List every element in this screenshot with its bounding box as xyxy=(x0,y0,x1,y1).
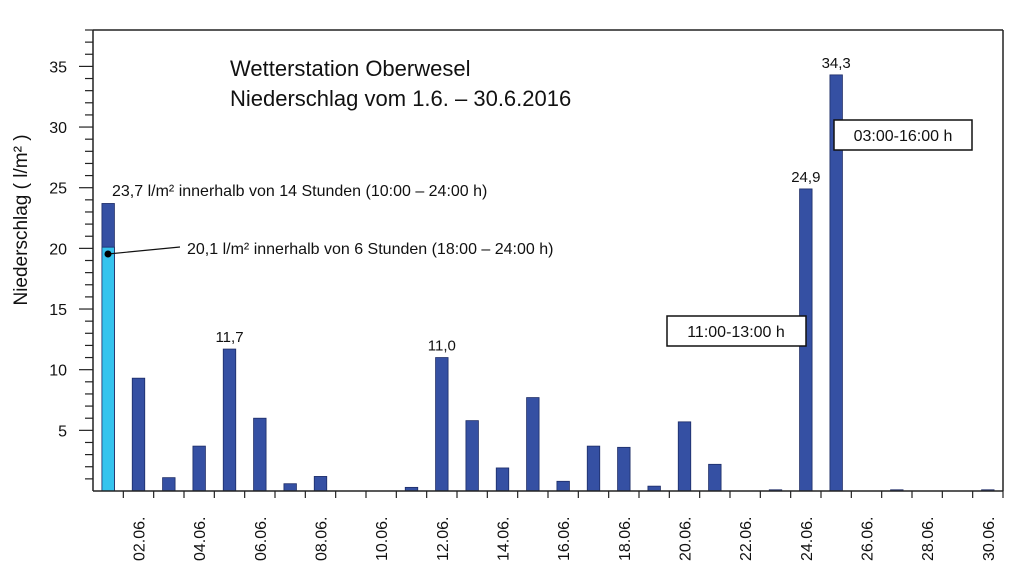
chart-title-line1: Wetterstation Oberwesel xyxy=(230,56,470,81)
y-tick-label: 5 xyxy=(58,423,67,440)
bar-day-7 xyxy=(283,483,297,492)
x-axis: 02.06. 04.06. 06.06. 08.06. 10.06. 12.06. 14.0… xyxy=(93,490,1004,561)
x-tick-label: 20.06. xyxy=(678,517,695,561)
data-label-day-12: 11,0 xyxy=(428,338,456,355)
x-tick-label: 10.06. xyxy=(374,517,391,561)
data-label-day-5: 11,7 xyxy=(215,329,243,346)
x-tick-label: 24.06. xyxy=(799,517,816,561)
x-tick-label: 14.06. xyxy=(496,517,513,561)
y-tick-label: 25 xyxy=(49,181,67,198)
bar-day-13 xyxy=(465,420,479,492)
x-tick-label: 26.06. xyxy=(860,517,877,561)
chart-title-line2: Niederschlag vom 1.6. – 30.6.2016 xyxy=(230,86,571,111)
annotation-box-day25 xyxy=(833,119,973,151)
annotation-box-day25-text: 03:00-16:00 h xyxy=(854,128,953,145)
bar-day-8 xyxy=(313,476,328,492)
bar-day-2 xyxy=(131,377,146,492)
bar-day-20 xyxy=(677,421,692,492)
bar-day-3 xyxy=(162,477,176,492)
bar-day-5 xyxy=(222,348,237,492)
bar-day-16 xyxy=(556,480,570,492)
x-tick-label: 12.06. xyxy=(435,517,452,561)
bar-day-17 xyxy=(586,445,601,492)
x-tick-label: 22.06. xyxy=(738,517,755,561)
x-tick-label: 30.06. xyxy=(981,517,998,561)
bar-overlay-day-1 xyxy=(101,246,115,492)
bar-day-21 xyxy=(708,463,722,492)
y-axis-label: Niederschlag ( l/m² ) xyxy=(11,134,32,305)
y-tick-label: 30 xyxy=(49,120,67,137)
data-labels: 11,7 11,0 24,9 34,3 xyxy=(215,55,850,355)
y-tick-label: 35 xyxy=(49,59,67,76)
annotation-marker-dot xyxy=(104,250,112,258)
x-tick-label: 18.06. xyxy=(617,517,634,561)
bar-day-15 xyxy=(526,397,540,492)
annotation-total-day1: 23,7 l/m² innerhalb von 14 Stunden (10:0… xyxy=(112,183,487,200)
y-tick-label: 10 xyxy=(49,363,67,380)
annotation-leader-line xyxy=(107,246,181,255)
bars-group xyxy=(101,74,995,492)
bar-day-18 xyxy=(617,446,631,492)
annotation-box-day24-text: 11:00-13:00 h xyxy=(687,324,785,341)
bar-day-12 xyxy=(435,357,449,492)
y-tick-label: 20 xyxy=(49,241,67,258)
annotation-box-day24 xyxy=(666,315,807,347)
y-tick-label: 15 xyxy=(49,302,67,319)
annotation-part-day1: 20,1 l/m² innerhalb von 6 Stunden (18:00… xyxy=(187,241,553,258)
x-tick-label: 28.06. xyxy=(920,517,937,561)
bar-day-6 xyxy=(253,417,267,492)
data-label-day-25: 34,3 xyxy=(822,55,851,72)
x-tick-label: 02.06. xyxy=(132,517,149,561)
bar-day-4 xyxy=(192,445,206,492)
x-tick-label: 08.06. xyxy=(314,517,331,561)
x-tick-label: 06.06. xyxy=(253,517,270,561)
data-label-day-24: 24,9 xyxy=(791,169,820,186)
y-axis: 5 10 15 20 25 30 35 xyxy=(49,29,94,491)
bar-day-14 xyxy=(495,467,510,492)
x-tick-label: 04.06. xyxy=(192,517,209,561)
x-tick-label: 16.06. xyxy=(556,517,573,561)
